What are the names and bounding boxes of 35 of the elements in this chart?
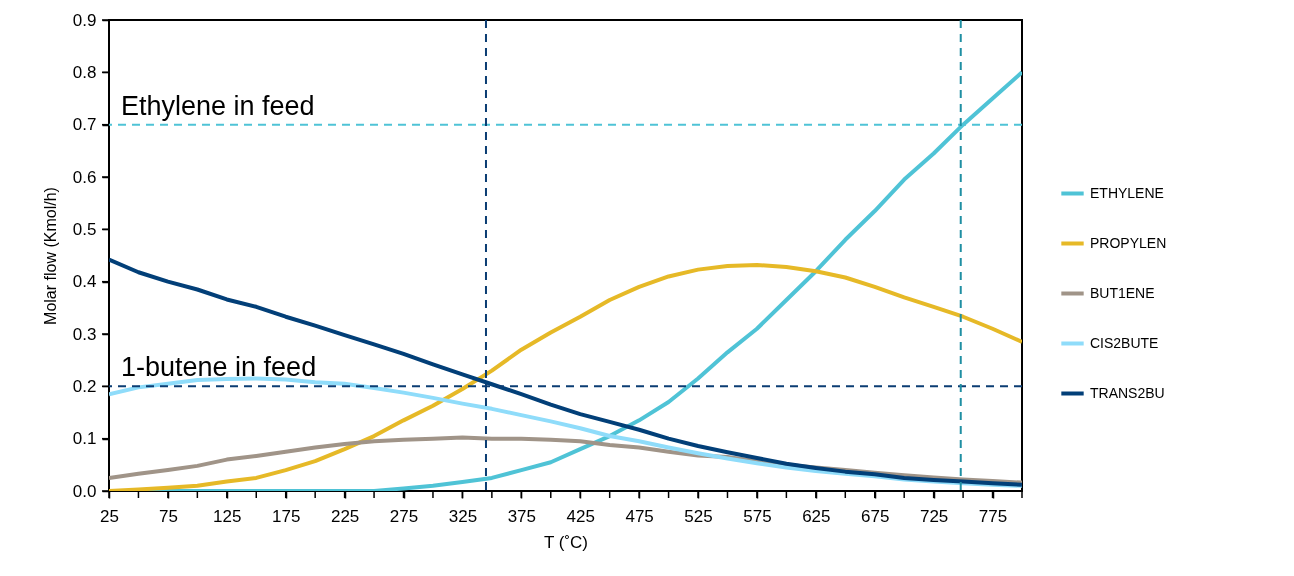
y-tick-label: 0.0 [72,481,97,501]
x-tick-label: 225 [330,506,360,526]
y-tick-label: 0.8 [72,62,97,82]
y-tick-label: 0.5 [72,219,97,239]
x-tick-label: 375 [507,506,537,526]
legend-label: TRANS2BU [1090,384,1165,401]
x-tick-label: 725 [919,506,949,526]
x-tick-label: 775 [978,506,1008,526]
x-tick-label: 125 [213,506,242,526]
x-tick-label: 625 [802,506,831,526]
y-tick-label: 0.4 [72,272,97,292]
x-axis-title: T (˚C) [543,532,589,552]
y-tick-label: 0.7 [72,115,97,135]
y-tick-label: 0.1 [72,429,97,449]
y-axis-title: Molar flow (Kmol/h) [41,187,59,325]
ref-line-label: Ethylene in feed [121,90,315,121]
legend-label: PROPYLEN [1090,234,1167,251]
y-tick-label: 0.3 [72,324,97,344]
legend-label: BUT1ENE [1090,284,1155,301]
x-tick-label: 25 [100,506,119,526]
x-tick-label: 675 [861,506,890,526]
y-tick-label: 0.2 [72,376,97,396]
x-tick-label: 325 [448,506,478,526]
x-tick-label: 475 [625,506,654,526]
ref-line-label: 1-butene in feed [121,352,317,383]
x-tick-label: 425 [566,506,595,526]
legend-label: CIS2BUTE [1090,334,1159,351]
x-tick-label: 175 [272,506,301,526]
y-tick-label: 0.9 [72,10,97,30]
x-tick-label: 275 [389,506,419,526]
legend-label: ETHYLENE [1090,184,1164,201]
y-tick-label: 0.6 [72,167,97,187]
x-tick-label: 75 [158,506,178,526]
x-tick-label: 525 [684,506,713,526]
x-tick-label: 575 [743,506,772,526]
